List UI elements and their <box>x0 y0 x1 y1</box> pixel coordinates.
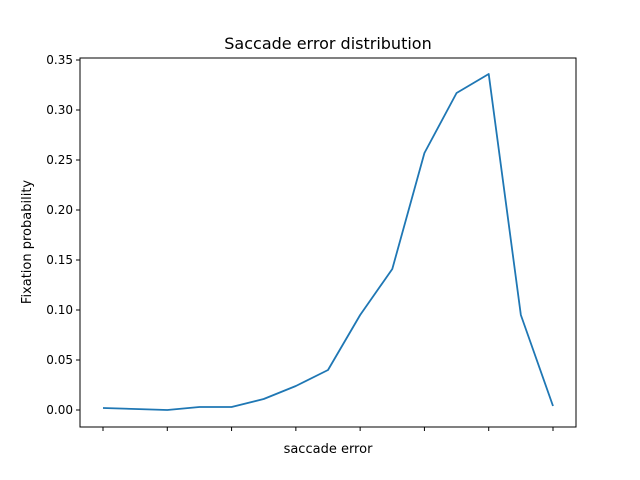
y-tick-label: 0.05 <box>46 353 73 367</box>
data-point <box>520 314 522 316</box>
y-tick-label: 0.25 <box>46 153 73 167</box>
y-tick-label: 0.15 <box>46 253 73 267</box>
data-point <box>166 409 168 411</box>
series-line <box>102 73 554 411</box>
data-point <box>327 369 329 371</box>
y-axis-title: Fixation probability <box>20 180 35 305</box>
data-point <box>295 385 297 387</box>
y-tick-label: 0.10 <box>46 303 73 317</box>
data-point <box>456 92 458 94</box>
y-tick-label: 0.00 <box>46 403 73 417</box>
data-point <box>552 405 554 407</box>
data-point <box>198 406 200 408</box>
data-point <box>102 407 104 409</box>
data-point <box>423 152 425 154</box>
data-point <box>231 406 233 408</box>
data-point <box>134 408 136 410</box>
data-point <box>263 398 265 400</box>
x-axis-title: saccade error <box>284 442 374 457</box>
y-tick-label: 0.30 <box>46 103 73 117</box>
y-tick-label: 0.20 <box>46 203 73 217</box>
plot-frame <box>79 57 577 428</box>
plot-area: 0.00 0.05 0.10 0.15 0.20 0.25 0.30 0.35 <box>46 53 554 431</box>
y-tick-label: 0.35 <box>46 53 73 67</box>
chart-title: Saccade error distribution <box>224 34 431 53</box>
data-point <box>391 268 393 270</box>
data-point <box>359 314 361 316</box>
data-point <box>488 73 490 75</box>
